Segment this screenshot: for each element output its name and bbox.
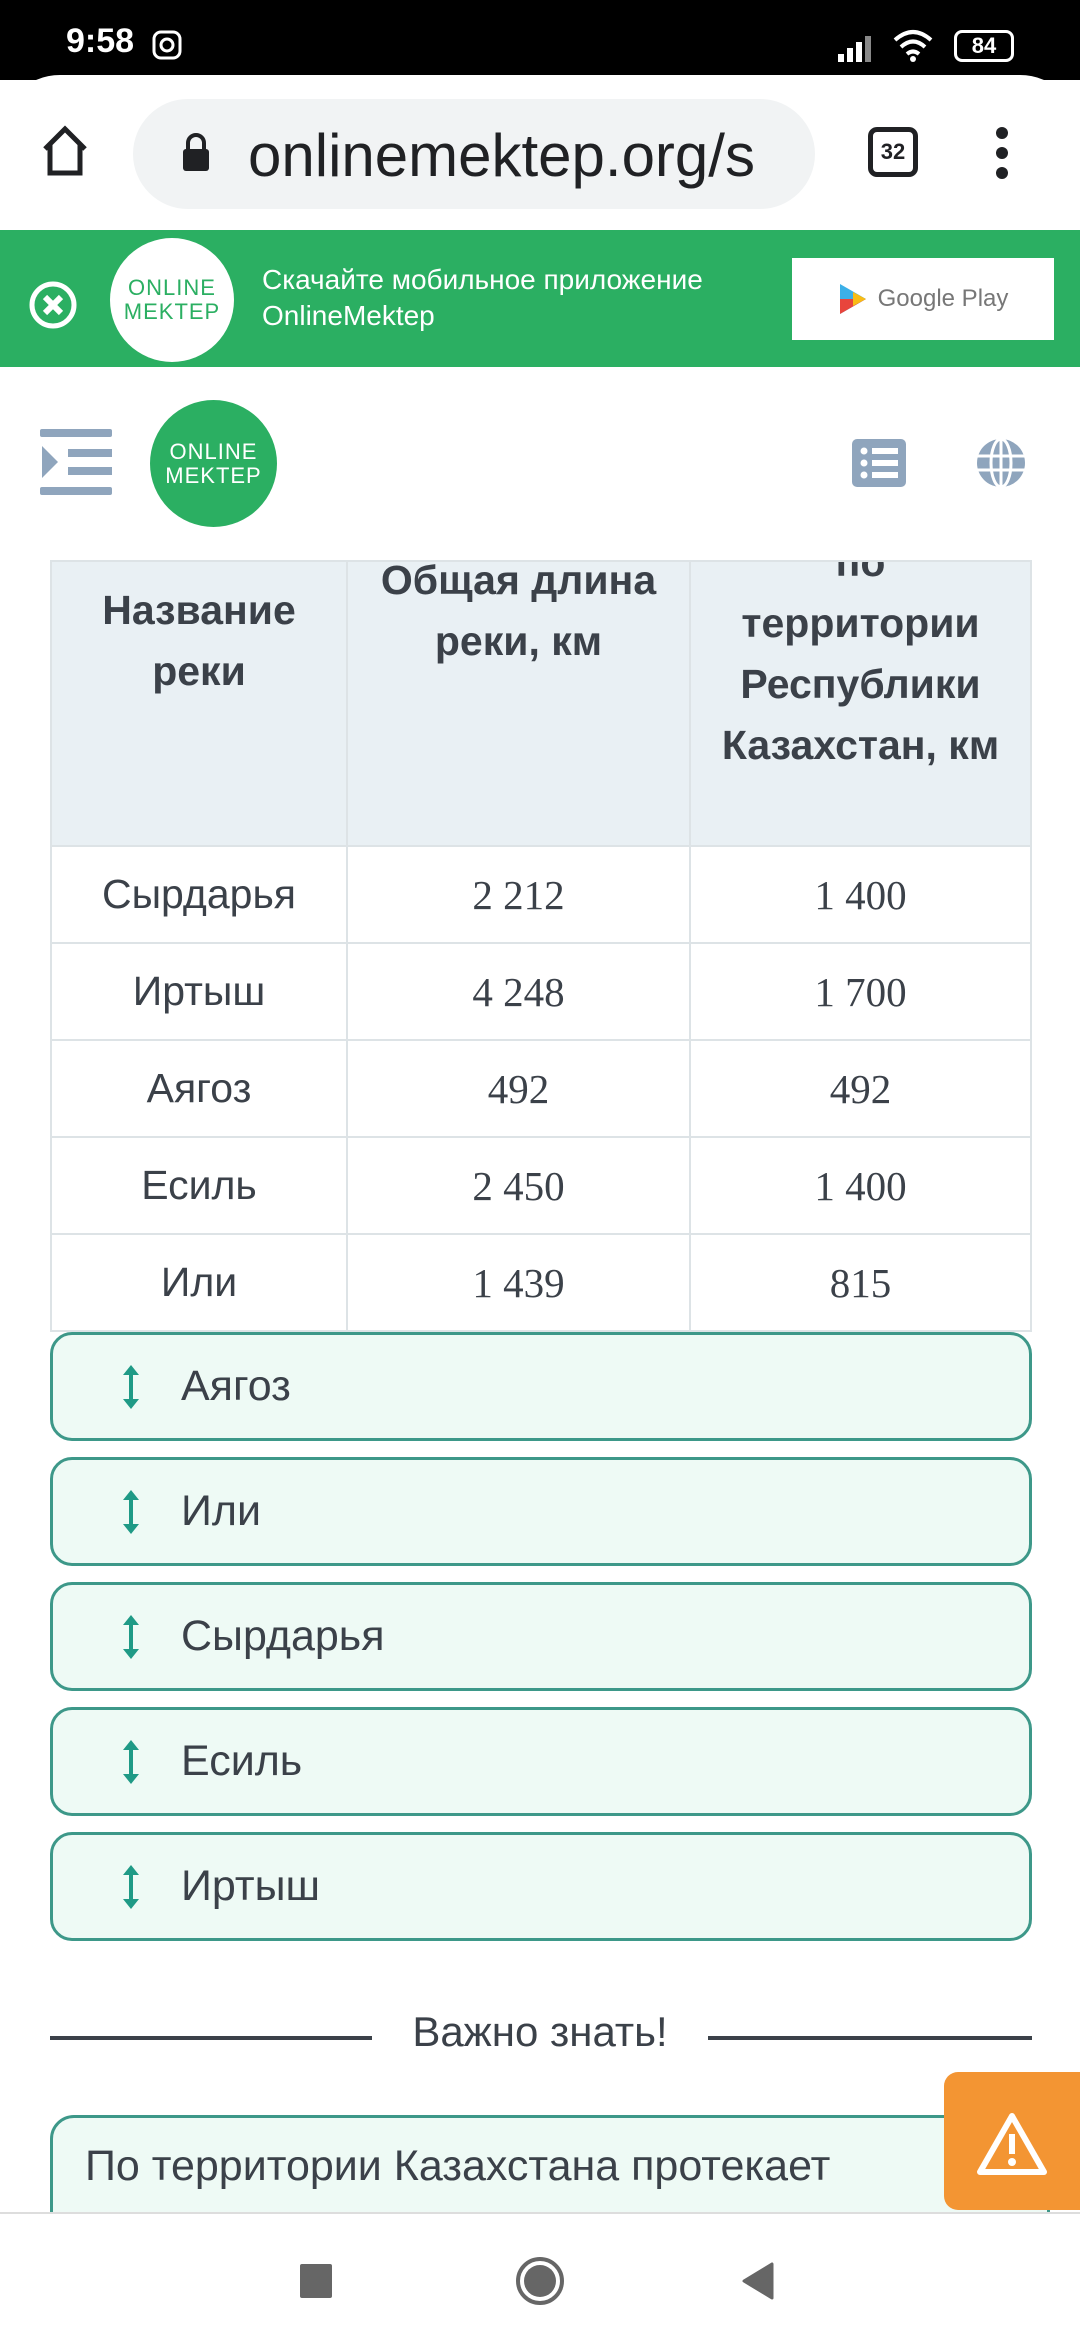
divider (50, 2036, 372, 2040)
site-header: ONLINE MEKTEP (0, 367, 1080, 557)
list-icon[interactable] (852, 439, 906, 487)
drag-handle-icon[interactable] (119, 1738, 143, 1786)
recents-button[interactable] (300, 2264, 332, 2298)
column-header: Название реки (50, 560, 348, 847)
cell: 4 248 (346, 942, 691, 1041)
report-button[interactable] (944, 2072, 1080, 2210)
logo-text: MEKTEP (165, 462, 262, 488)
rivers-table: Название реки Общая длина реки, км по те… (50, 557, 1032, 1332)
cell: 815 (689, 1233, 1032, 1332)
sortable-item[interactable]: Или (50, 1457, 1032, 1566)
clock: 9:58 (66, 22, 135, 60)
column-header: по территории Республики Казахстан, км (689, 560, 1032, 847)
banner-logo: ONLINE MEKTEP (110, 238, 234, 362)
warning-icon (977, 2113, 1047, 2175)
google-play-label: Google Play (877, 285, 1009, 312)
menu-dots-icon[interactable] (990, 125, 1014, 185)
close-icon[interactable] (28, 280, 78, 330)
wifi-icon (893, 30, 933, 62)
logo-text: ONLINE (169, 438, 258, 464)
lock-icon (183, 133, 209, 171)
table-row: Или 1 439 815 (50, 1233, 1032, 1332)
cell: 1 439 (346, 1233, 691, 1332)
sortable-item[interactable]: Аягоз (50, 1332, 1032, 1441)
instagram-icon (152, 30, 182, 60)
cell: 492 (346, 1039, 691, 1138)
column-header: Общая длина реки, км (346, 557, 691, 847)
table-row: Аягоз 492 492 (50, 1039, 1032, 1138)
header-text: по территории Республики Казахстан, км (721, 562, 1000, 768)
play-store-icon (839, 284, 866, 314)
sidebar-toggle-icon[interactable] (40, 429, 112, 495)
cell: 1 400 (689, 845, 1032, 944)
app-banner: ONLINE MEKTEP Скачайте мобильное приложен… (0, 230, 1080, 367)
status-bar: 9:58 84 (0, 0, 1080, 80)
table-header-row: Название реки Общая длина реки, км по те… (50, 557, 1032, 847)
table-row: Сырдарья 2 212 1 400 (50, 845, 1032, 944)
url-bar[interactable]: onlinemektep.org/s (133, 99, 815, 209)
sortable-item-label: Сырдарья (181, 1612, 385, 1660)
banner-text: Скачайте мобильное приложение OnlineMekt… (262, 262, 703, 334)
sortable-item-label: Есиль (181, 1737, 303, 1785)
logo-text: MEKTEP (123, 299, 221, 324)
site-logo[interactable]: ONLINE MEKTEP (150, 400, 277, 527)
cell: Или (50, 1233, 348, 1332)
home-button[interactable] (516, 2257, 564, 2305)
header-text: Название реки (102, 587, 296, 694)
sortable-item-label: Иртыш (181, 1862, 320, 1910)
cell: 1 400 (689, 1136, 1032, 1235)
sortable-item[interactable]: Есиль (50, 1707, 1032, 1816)
url-text: onlinemektep.org/s (248, 122, 755, 189)
table-row: Иртыш 4 248 1 700 (50, 942, 1032, 1041)
navigation-bar (0, 2212, 1080, 2340)
drag-handle-icon[interactable] (119, 1613, 143, 1661)
sortable-item[interactable]: Иртыш (50, 1832, 1032, 1941)
globe-icon[interactable] (975, 437, 1027, 489)
back-button[interactable] (740, 2262, 774, 2300)
cell: 2 212 (346, 845, 691, 944)
important-title: Важно знать! (412, 2008, 668, 2055)
drag-handle-icon[interactable] (119, 1363, 143, 1411)
home-icon[interactable] (40, 125, 90, 177)
header-text: Общая длина реки, км (380, 557, 657, 664)
google-play-button[interactable]: Google Play (792, 258, 1054, 340)
table-row: Есиль 2 450 1 400 (50, 1136, 1032, 1235)
banner-text-line: Скачайте мобильное приложение (262, 264, 703, 295)
cell: Иртыш (50, 942, 348, 1041)
tab-switcher-button[interactable]: 32 (868, 127, 918, 177)
browser-toolbar: onlinemektep.org/s 32 (0, 75, 1080, 230)
drag-handle-icon[interactable] (119, 1863, 143, 1911)
cell: Аягоз (50, 1039, 348, 1138)
sortable-item-label: Аягоз (181, 1362, 291, 1410)
sortable-item-label: Или (181, 1487, 262, 1535)
drag-handle-icon[interactable] (119, 1488, 143, 1536)
signal-icon (838, 36, 871, 62)
battery-icon: 84 (954, 30, 1014, 62)
sortable-item[interactable]: Сырдарья (50, 1582, 1032, 1691)
info-text: По территории Казахстана протекает (85, 2142, 831, 2190)
cell: Есиль (50, 1136, 348, 1235)
logo-text: ONLINE (128, 275, 216, 300)
cell: 492 (689, 1039, 1032, 1138)
banner-text-line: OnlineMektep (262, 300, 435, 331)
divider (708, 2036, 1032, 2040)
cell: Сырдарья (50, 845, 348, 944)
cell: 1 700 (689, 942, 1032, 1041)
cell: 2 450 (346, 1136, 691, 1235)
